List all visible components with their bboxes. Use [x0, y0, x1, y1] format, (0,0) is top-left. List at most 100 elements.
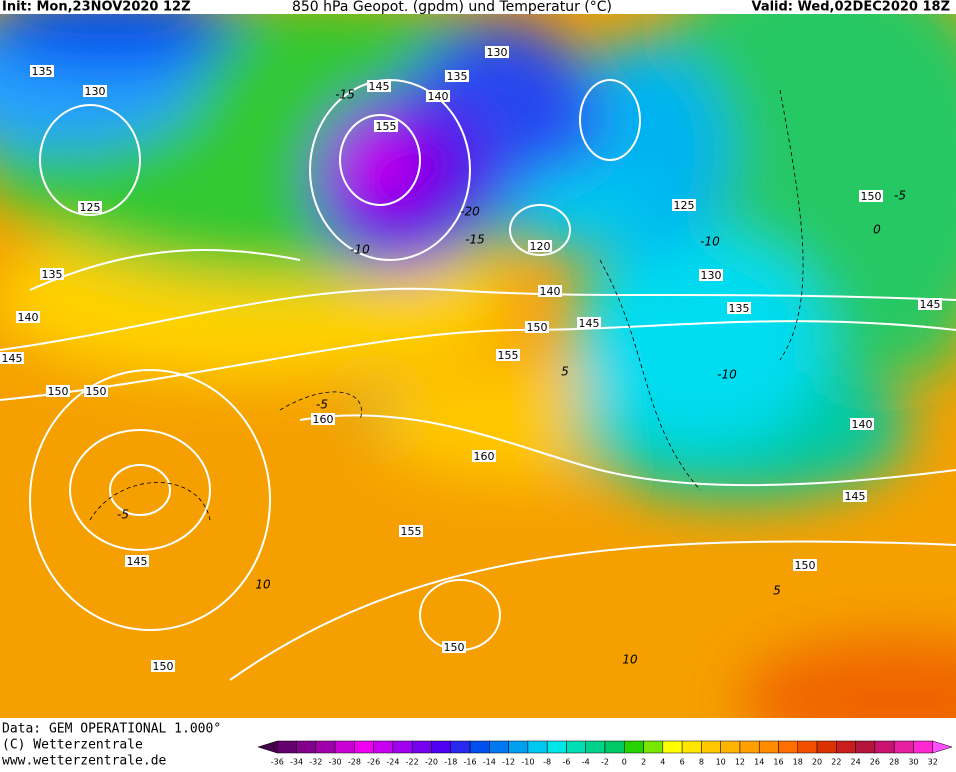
geopotential-label: 135 — [729, 302, 750, 315]
scale-box — [816, 740, 837, 754]
label-box — [793, 559, 817, 571]
geopotential-label: 155 — [376, 120, 397, 133]
label-box — [78, 201, 102, 213]
scale-label: 10 — [716, 758, 726, 767]
temperature-label: -10 — [350, 243, 370, 257]
scale-label: 0 — [622, 758, 627, 767]
label-box — [859, 190, 883, 202]
label-box — [83, 85, 107, 97]
scale-label: 22 — [831, 758, 841, 767]
scale-box — [354, 740, 374, 754]
scale-label: 4 — [660, 758, 665, 767]
scale-label: 16 — [773, 758, 783, 767]
color-scale: -36 -34 -32 -30 -28 -26 -24 -22 -20 -18 -16 -14 -12-… — [257, 740, 953, 767]
label-box — [30, 65, 54, 77]
geopotential-label: 150 — [527, 321, 548, 334]
label-box — [850, 418, 874, 430]
scale-label: -18 — [444, 758, 457, 767]
label-box — [311, 413, 335, 425]
scale-box — [411, 740, 432, 754]
label-box — [374, 120, 398, 132]
scale-box — [469, 740, 490, 754]
scale-box — [296, 740, 317, 754]
scale-box — [720, 740, 741, 754]
geopotential-label: 125 — [674, 199, 695, 212]
scale-box — [315, 740, 336, 754]
geopotential-label: 155 — [401, 525, 422, 538]
temperature-contours — [89, 89, 804, 521]
label-box — [125, 555, 149, 567]
label-box — [46, 385, 70, 397]
geopotential-label: 140 — [852, 418, 873, 431]
scale-box — [681, 740, 702, 754]
label-box — [16, 311, 40, 323]
scale-box — [431, 740, 452, 754]
temperature-label: 5 — [561, 365, 569, 379]
scale-label: -30 — [329, 758, 342, 767]
temperature-label: -5 — [894, 189, 906, 203]
geopotential-label: 145 — [369, 80, 390, 93]
geopotential-label: 145 — [579, 317, 600, 330]
temperature-label: 5 — [773, 584, 781, 598]
temperature-label: -5 — [316, 398, 328, 412]
geopotential-label: 145 — [920, 298, 941, 311]
data-source: Data: GEM OPERATIONAL 1.000° — [2, 722, 221, 737]
scale-box — [527, 740, 548, 754]
scale-box — [855, 740, 876, 754]
geopotential-label: 145 — [845, 490, 866, 503]
scale-label: 12 — [735, 758, 745, 767]
scale-box — [566, 740, 586, 754]
label-box — [151, 660, 175, 672]
temperature-label: 10 — [255, 578, 271, 592]
geopotential-label: 120 — [530, 240, 551, 253]
scale-box — [604, 740, 625, 754]
label-box — [485, 46, 509, 58]
temperature-label: -10 — [717, 368, 737, 382]
label-box — [472, 450, 496, 462]
geopotential-label: 130 — [701, 269, 722, 282]
geopotential-label: 135 — [32, 65, 53, 78]
scale-box — [585, 740, 606, 754]
scale-arrow — [257, 740, 278, 754]
scale-label: 14 — [754, 758, 764, 767]
map-title: 850 hPa Geopot. (gpdm) und Temperatur (°… — [292, 0, 612, 15]
scale-box — [778, 740, 799, 754]
init-time: Init: Mon,23NOV2020 12Z — [2, 0, 191, 15]
scale-box — [758, 740, 779, 754]
geopotential-label: 150 — [444, 641, 465, 654]
scale-label: -14 — [483, 758, 496, 767]
scale-box — [739, 740, 760, 754]
geopotential-label: 140 — [540, 285, 561, 298]
scale-box — [701, 740, 721, 754]
scale-label: 26 — [870, 758, 880, 767]
geopotential-label: 145 — [127, 555, 148, 568]
geopotential-label: 160 — [474, 450, 495, 463]
scale-box — [508, 740, 529, 754]
temperature-label: 10 — [622, 653, 638, 667]
temperature-label: -10 — [700, 235, 720, 249]
scale-box — [893, 740, 914, 754]
scale-label: -24 — [386, 758, 399, 767]
temperature-label: -15 — [465, 233, 485, 247]
label-box — [843, 490, 867, 502]
scale-box — [797, 740, 818, 754]
geopotential-label: 150 — [861, 190, 882, 203]
scale-label: -20 — [425, 758, 438, 767]
scale-label: 20 — [812, 758, 822, 767]
geopotential-label: 150 — [48, 385, 69, 398]
label-box — [84, 385, 108, 397]
scale-box — [489, 740, 509, 754]
scale-label: 6 — [680, 758, 685, 767]
scale-box — [874, 740, 895, 754]
scale-box — [392, 740, 413, 754]
scale-label: 24 — [851, 758, 861, 767]
geopotential-label: 130 — [85, 85, 106, 98]
label-box — [727, 302, 751, 314]
scale-box — [546, 740, 567, 754]
label-box — [538, 285, 562, 297]
label-box — [442, 641, 466, 653]
scale-label: -22 — [406, 758, 419, 767]
label-box — [0, 352, 24, 364]
scale-box — [662, 740, 683, 754]
label-box — [367, 80, 391, 92]
